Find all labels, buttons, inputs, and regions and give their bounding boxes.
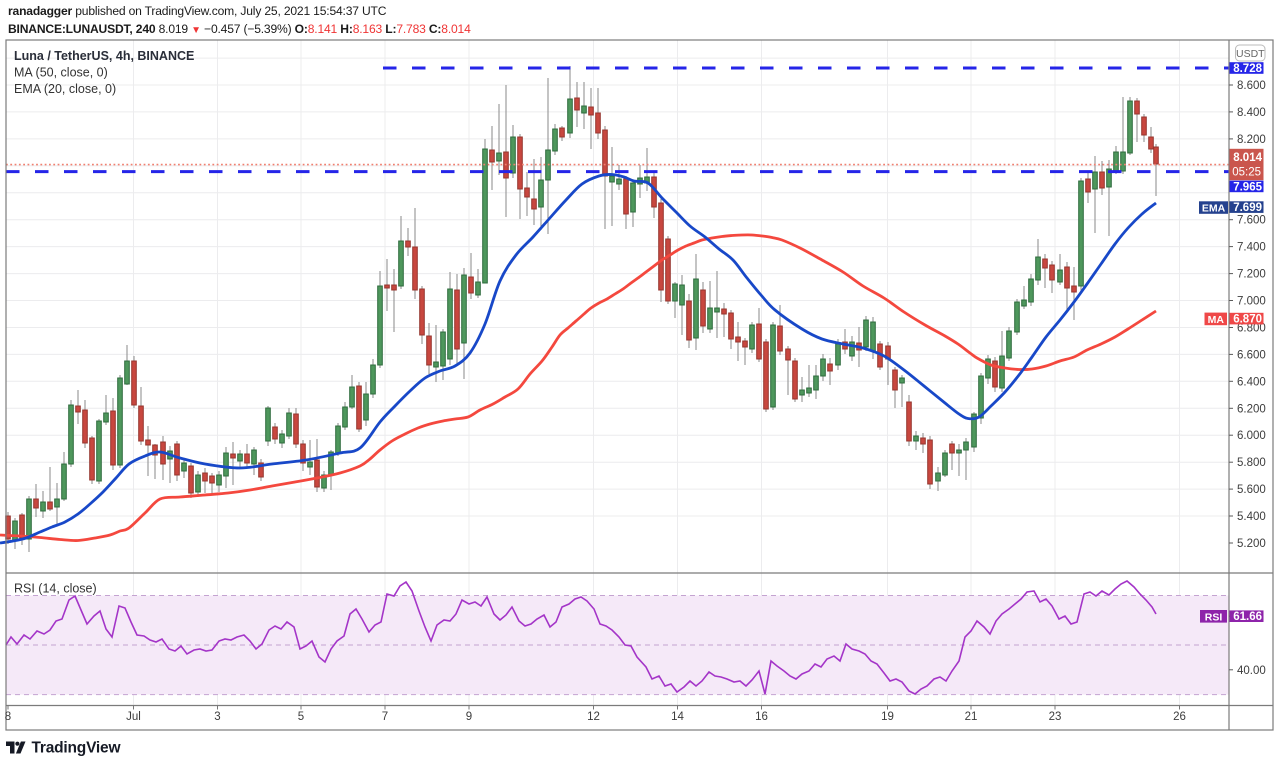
svg-text:5.800: 5.800: [1237, 457, 1266, 469]
svg-text:7.699: 7.699: [1233, 202, 1262, 214]
svg-text:Jul: Jul: [126, 711, 141, 723]
svg-text:61.66: 61.66: [1233, 611, 1262, 623]
svg-text:21: 21: [965, 711, 978, 723]
svg-text:7.000: 7.000: [1237, 296, 1266, 308]
svg-text:6.000: 6.000: [1237, 430, 1266, 442]
svg-text:5.600: 5.600: [1237, 484, 1266, 496]
svg-text:8.014: 8.014: [1233, 152, 1262, 164]
svg-text:12: 12: [587, 711, 600, 723]
svg-text:9: 9: [466, 711, 472, 723]
svg-text:RSI (14, close): RSI (14, close): [14, 582, 97, 596]
svg-text:6.600: 6.600: [1237, 349, 1266, 361]
svg-text:8.728: 8.728: [1233, 63, 1262, 75]
svg-text:8.200: 8.200: [1237, 134, 1266, 146]
svg-text:23: 23: [1049, 711, 1062, 723]
svg-text:7: 7: [382, 711, 388, 723]
svg-text:16: 16: [755, 711, 768, 723]
svg-text:7.200: 7.200: [1237, 269, 1266, 281]
svg-text:14: 14: [671, 711, 684, 723]
svg-text:7.965: 7.965: [1233, 181, 1262, 193]
svg-text:5: 5: [298, 711, 304, 723]
svg-text:TradingView: TradingView: [32, 740, 122, 757]
svg-text:19: 19: [881, 711, 894, 723]
svg-text:8.600: 8.600: [1237, 80, 1266, 92]
svg-text:3: 3: [214, 711, 220, 723]
svg-text:8.400: 8.400: [1237, 107, 1266, 119]
svg-text:USDT: USDT: [1236, 48, 1265, 60]
svg-text:6.200: 6.200: [1237, 403, 1266, 415]
svg-text:5.400: 5.400: [1237, 511, 1266, 523]
svg-text:6.870: 6.870: [1233, 314, 1262, 326]
svg-text:8: 8: [5, 711, 11, 723]
svg-text:EMA (20, close, 0): EMA (20, close, 0): [14, 82, 116, 96]
svg-text:7.400: 7.400: [1237, 242, 1266, 254]
svg-text:5.200: 5.200: [1237, 538, 1266, 550]
svg-text:RSI: RSI: [1205, 611, 1223, 623]
svg-text:MA: MA: [1208, 314, 1225, 326]
svg-text:05:25: 05:25: [1232, 166, 1261, 178]
svg-text:Luna / TetherUS, 4h, BINANCE: Luna / TetherUS, 4h, BINANCE: [14, 49, 194, 63]
svg-text:6.400: 6.400: [1237, 376, 1266, 388]
svg-text:EMA: EMA: [1202, 203, 1226, 215]
svg-text:40.00: 40.00: [1237, 665, 1266, 677]
svg-text:6.800: 6.800: [1237, 323, 1266, 335]
svg-text:7.600: 7.600: [1237, 215, 1266, 227]
svg-text:MA (50, close, 0): MA (50, close, 0): [14, 66, 108, 80]
svg-text:26: 26: [1173, 711, 1186, 723]
